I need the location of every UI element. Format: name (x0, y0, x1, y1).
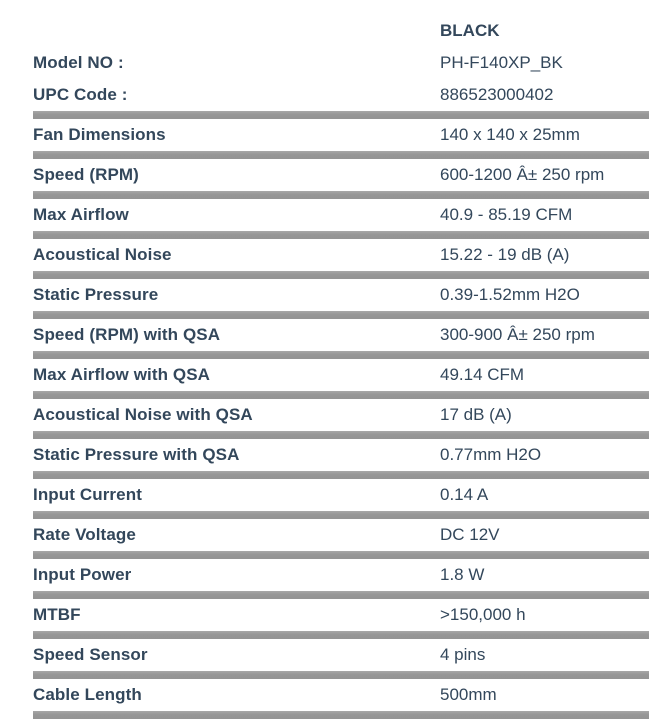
spec-row-fan-dimensions: Fan Dimensions 140 x 140 x 25mm (0, 119, 649, 151)
spec-value: 49.14 CFM (440, 365, 525, 384)
spec-row-acoustical-noise: Acoustical Noise 15.22 - 19 dB (A) (0, 239, 649, 271)
spec-label: Rate Voltage (33, 525, 136, 544)
row-separator (33, 111, 649, 119)
spec-label: Static Pressure (33, 285, 159, 304)
spec-row-static-pressure-qsa: Static Pressure with QSA 0.77mm H2O (0, 439, 649, 471)
spec-label: Static Pressure with QSA (33, 445, 240, 464)
row-separator (33, 351, 649, 359)
spec-row-speed-rpm-qsa: Speed (RPM) with QSA 300-900 Â± 250 rpm (0, 319, 649, 351)
spec-row-cable-length: Cable Length 500mm (0, 679, 649, 711)
spec-row-acoustical-noise-qsa: Acoustical Noise with QSA 17 dB (A) (0, 399, 649, 431)
row-separator (33, 391, 649, 399)
spec-label: Speed Sensor (33, 645, 148, 664)
spec-label: Fan Dimensions (33, 125, 166, 144)
spec-row-input-power: Input Power 1.8 W (0, 559, 649, 591)
spec-label: Speed (RPM) with QSA (33, 325, 221, 344)
row-separator (33, 151, 649, 159)
row-separator (33, 711, 649, 719)
row-separator (33, 231, 649, 239)
spec-row-mtbf: MTBF >150,000 h (0, 599, 649, 631)
spec-label: Acoustical Noise (33, 245, 172, 264)
row-separator (33, 631, 649, 639)
spec-value: 0.39-1.52mm H2O (440, 285, 580, 304)
row-separator (33, 671, 649, 679)
spec-row-max-airflow: Max Airflow 40.9 - 85.19 CFM (0, 199, 649, 231)
spec-label: Max Airflow with QSA (33, 365, 211, 384)
spec-label: Max Airflow (33, 205, 129, 224)
spec-label: Acoustical Noise with QSA (33, 405, 253, 424)
spec-value: 15.22 - 19 dB (A) (440, 245, 570, 264)
spec-row-speed-rpm: Speed (RPM) 600-1200 Â± 250 rpm (0, 159, 649, 191)
spec-row-speed-sensor: Speed Sensor 4 pins (0, 639, 649, 671)
model-no-value: PH-F140XP_BK (440, 53, 563, 72)
row-separator (33, 311, 649, 319)
spec-row-static-pressure: Static Pressure 0.39-1.52mm H2O (0, 279, 649, 311)
upc-code-value: 886523000402 (440, 85, 554, 104)
spec-label: Input Power (33, 565, 132, 584)
spec-label: Speed (RPM) (33, 165, 139, 184)
spec-value: 40.9 - 85.19 CFM (440, 205, 573, 224)
column-header-black: BLACK (440, 21, 500, 40)
column-header-row: BLACK (0, 15, 649, 47)
spec-row-max-airflow-qsa: Max Airflow with QSA 49.14 CFM (0, 359, 649, 391)
spec-label: Cable Length (33, 685, 142, 704)
row-separator (33, 191, 649, 199)
spec-value: 1.8 W (440, 565, 485, 584)
row-separator (33, 471, 649, 479)
row-separator (33, 431, 649, 439)
spec-label: MTBF (33, 605, 81, 624)
header-row-upc: UPC Code : 886523000402 (0, 79, 649, 111)
spec-value: 0.77mm H2O (440, 445, 542, 464)
spec-value: 300-900 Â± 250 rpm (440, 325, 595, 344)
spec-label: Input Current (33, 485, 142, 504)
spec-row-rate-voltage: Rate Voltage DC 12V (0, 519, 649, 551)
spec-row-input-current: Input Current 0.14 A (0, 479, 649, 511)
row-separator (33, 511, 649, 519)
row-separator (33, 551, 649, 559)
spec-value: 17 dB (A) (440, 405, 512, 424)
spec-value: 4 pins (440, 645, 486, 664)
spec-value: DC 12V (440, 525, 500, 544)
spec-value: 0.14 A (440, 485, 489, 504)
spec-value: >150,000 h (440, 605, 526, 624)
model-no-label: Model NO : (33, 53, 124, 72)
spec-value: 600-1200 Â± 250 rpm (440, 165, 605, 184)
upc-code-label: UPC Code : (33, 85, 128, 104)
spec-value: 140 x 140 x 25mm (440, 125, 580, 144)
header-row-model: Model NO : PH-F140XP_BK (0, 47, 649, 79)
row-separator (33, 591, 649, 599)
row-separator (33, 271, 649, 279)
spec-value: 500mm (440, 685, 497, 704)
